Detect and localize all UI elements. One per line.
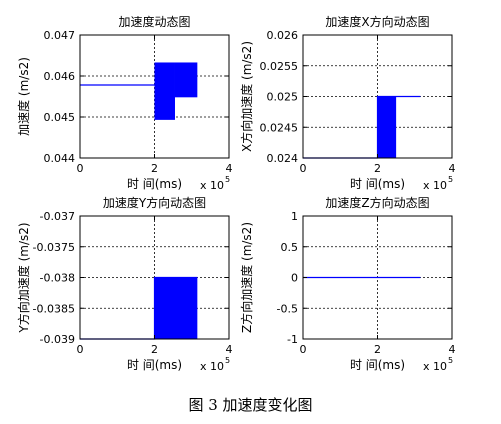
- chart-title: 加速度Z方向动态图: [325, 195, 429, 210]
- y-tick-label: 0.024: [267, 152, 299, 165]
- y-tick-label: -0.039: [40, 333, 75, 346]
- x-tick-label: 0: [300, 162, 307, 175]
- y-axis-label: X方向加速度 (m/s2): [239, 41, 254, 152]
- x-tick-label: 4: [226, 343, 233, 356]
- x-multiplier-exponent: 5: [225, 356, 230, 365]
- x-tick-label: 4: [449, 343, 456, 356]
- y-tick-label: 1: [291, 210, 298, 223]
- x-tick-label: 0: [300, 343, 307, 356]
- y-tick-label: 0.045: [44, 111, 76, 124]
- y-tick-label: -0.038: [40, 272, 75, 285]
- x-tick-label: 0: [77, 162, 84, 175]
- data-fill-block: [377, 96, 397, 158]
- y-tick-label: 0.047: [44, 29, 76, 42]
- x-axis-label: 时 间(ms): [127, 358, 182, 372]
- data-fill-block: [174, 62, 198, 98]
- figure-caption: 图 3 加速度变化图: [188, 396, 313, 414]
- y-tick-label: 0.0245: [260, 121, 299, 134]
- x-tick-label: 2: [374, 162, 381, 175]
- y-tick-label: -0.037: [40, 210, 75, 223]
- y-tick-label: 0.026: [267, 29, 299, 42]
- y-tick-label: -0.0375: [33, 241, 75, 254]
- y-tick-label: 0.5: [281, 241, 299, 254]
- data-fill-block: [154, 277, 198, 339]
- y-tick-label: -0.5: [277, 302, 298, 315]
- x-tick-label: 2: [374, 343, 381, 356]
- x-multiplier-exponent: 5: [448, 356, 453, 365]
- subplot-3: 0 2 4 -0.039 -0.0385 -0.038 -0.0375 -0.037 加速度Y方…: [16, 195, 233, 373]
- x-axis-label: 时 间(ms): [350, 177, 405, 191]
- x-tick-label: 0: [77, 343, 84, 356]
- y-axis-label: 加速度 (m/s2): [16, 57, 31, 136]
- x-multiplier-label: x 10: [200, 360, 224, 373]
- x-multiplier-label: x 10: [423, 179, 447, 192]
- x-axis-label: 时 间(ms): [127, 177, 182, 191]
- x-tick-label: 4: [449, 162, 456, 175]
- x-axis-label: 时 间(ms): [350, 358, 405, 372]
- y-tick-label: 0.046: [44, 70, 76, 83]
- chart-title: 加速度Y方向动态图: [103, 195, 206, 210]
- y-tick-label: 0: [291, 272, 298, 285]
- x-multiplier-label: x 10: [200, 179, 224, 192]
- y-tick-label: -0.0385: [33, 302, 75, 315]
- chart-title: 加速度动态图: [118, 14, 190, 29]
- y-tick-label: 0.044: [44, 152, 76, 165]
- chart-title: 加速度X方向动态图: [325, 14, 429, 29]
- y-axis-label: Z方向加速度 (m/s2): [239, 222, 254, 333]
- x-multiplier-label: x 10: [423, 360, 447, 373]
- y-axis-label: Y方向加速度 (m/s2): [16, 222, 31, 333]
- subplot-2: 0 2 4 0.024 0.0245 0.025 0.0255 0.026 加速度X方向动态图时…: [239, 14, 456, 192]
- y-tick-label: -1: [287, 333, 298, 346]
- data-fill-block: [154, 62, 175, 120]
- x-tick-label: 2: [151, 162, 158, 175]
- y-tick-label: 0.0255: [260, 60, 299, 73]
- y-tick-label: 0.025: [267, 91, 299, 104]
- x-multiplier-exponent: 5: [225, 175, 230, 184]
- x-tick-label: 2: [151, 343, 158, 356]
- x-tick-label: 4: [226, 162, 233, 175]
- x-multiplier-exponent: 5: [448, 175, 453, 184]
